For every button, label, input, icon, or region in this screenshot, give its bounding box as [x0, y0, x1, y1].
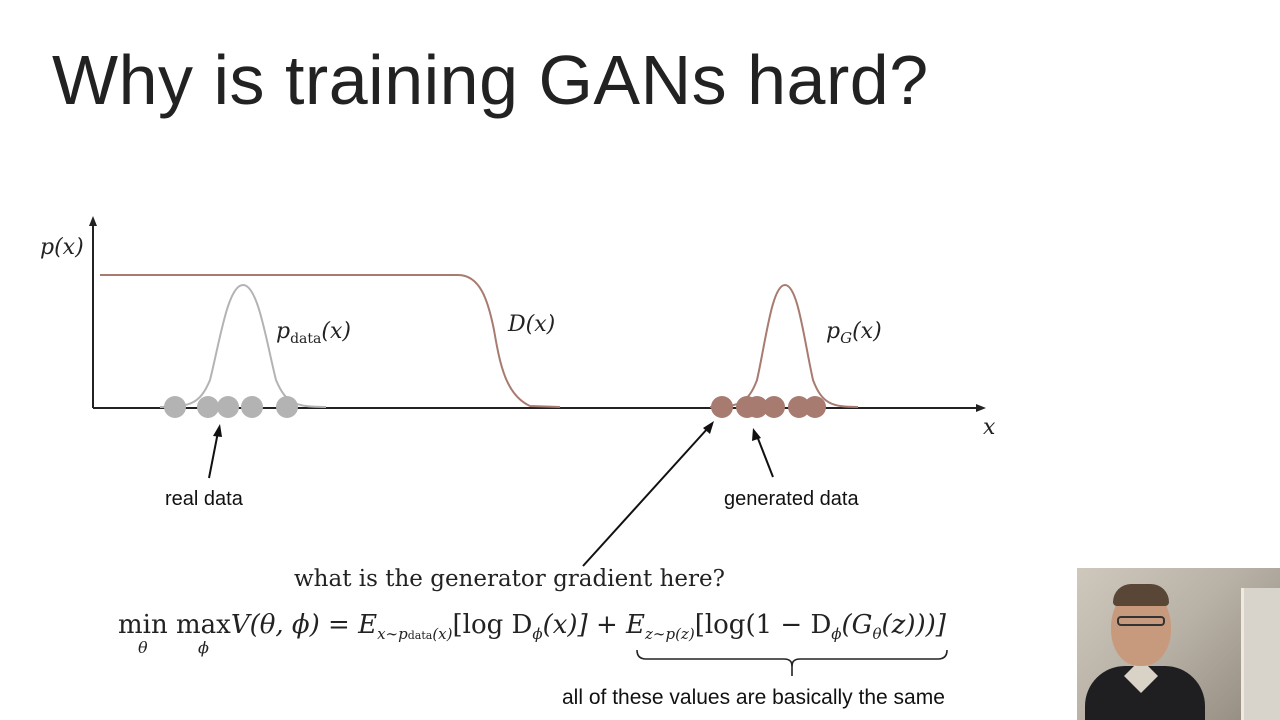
- generated-data-label: generated data: [724, 488, 859, 510]
- presenter-hair: [1113, 584, 1169, 606]
- real-data-point: [276, 396, 298, 418]
- gradient-question-arrow-head-icon: [703, 421, 714, 434]
- x-axis-label: x: [983, 415, 996, 440]
- x-axis-arrow-icon: [976, 404, 986, 412]
- real-data-point: [164, 396, 186, 418]
- generated-data-point: [746, 396, 768, 418]
- min-operator: min θ: [118, 610, 168, 657]
- real-data-point: [217, 396, 239, 418]
- first-expectation-term: [log D: [452, 610, 533, 640]
- p-g-curve: [709, 283, 859, 408]
- underbrace-note: all of these values are basically the sa…: [562, 686, 945, 709]
- generated-data-point: [763, 396, 785, 418]
- second-expectation-term: [log(1 − D: [694, 610, 832, 640]
- max-operator: max ϕ: [175, 610, 231, 657]
- slide-title: Why is training GANs hard?: [52, 41, 929, 119]
- p-data-curve: [159, 283, 327, 408]
- real-data-arrow-head-icon: [213, 424, 222, 437]
- generator-gradient-question: what is the generator gradient here?: [294, 566, 725, 592]
- p-data-label: pdata(x): [276, 319, 351, 347]
- real-data-arrow: [208, 431, 219, 479]
- gradient-question-arrow: [582, 427, 709, 567]
- generated-data-arrow: [756, 435, 774, 478]
- gan-objective-formula: min θ max ϕ V(θ, ϕ) = Ex∼pdata(x)[log Dϕ(x)…: [118, 610, 946, 657]
- generated-data-point: [711, 396, 733, 418]
- p-g-label: pG(x): [826, 319, 882, 347]
- real-data-point: [241, 396, 263, 418]
- generated-data-arrow-head-icon: [752, 428, 761, 441]
- discriminator-curve: [100, 274, 561, 408]
- value-function: V(θ, ϕ) =: [230, 610, 359, 640]
- real-data-points: [164, 396, 298, 418]
- d-label: D(x): [507, 312, 555, 337]
- presenter-glasses: [1117, 616, 1165, 626]
- background-shelf: [1241, 588, 1280, 720]
- y-axis-arrow-icon: [89, 216, 97, 226]
- generated-data-point: [788, 396, 810, 418]
- real-data-label: real data: [165, 488, 244, 510]
- real-data-point: [197, 396, 219, 418]
- generated-data-point: [804, 396, 826, 418]
- generated-data-points: [711, 396, 826, 418]
- y-axis-label: p(x): [40, 235, 84, 260]
- webcam-video: [1077, 568, 1280, 720]
